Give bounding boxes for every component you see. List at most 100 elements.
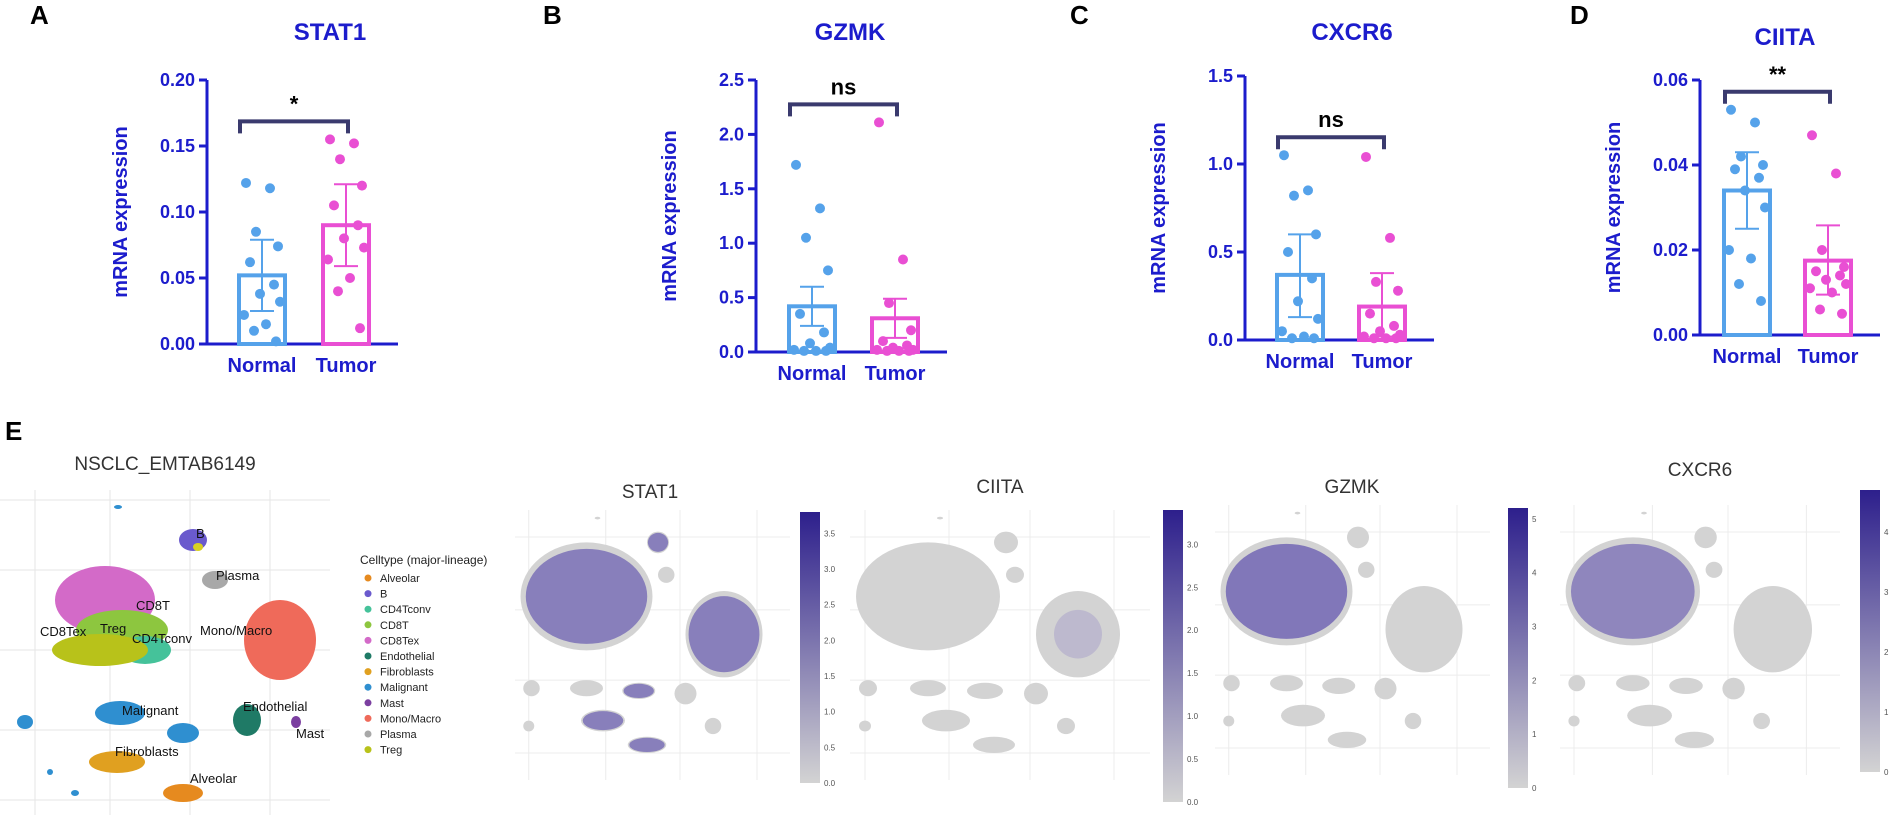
tumor-data-point — [882, 345, 892, 356]
bar-chart-ciita: CIITA mRNA expression 0.00 0.02 0.04 0.06 Norm… — [1603, 24, 1880, 368]
cluster-label-treg: Treg — [100, 621, 126, 636]
tumor-data-point — [335, 154, 345, 165]
chart-title: STAT1 — [294, 19, 366, 46]
feature-plot-ciita: CIITA 0.0 0.5 1.0 1.5 2.0 2.5 3.0 — [850, 477, 1199, 807]
cluster-small-3 — [71, 790, 79, 796]
feature-plot-gzmk: GZMK 0 1 2 3 4 5 — [1215, 477, 1537, 793]
normal-data-point — [1303, 185, 1313, 196]
colorbar-tick-label: 1.5 — [824, 672, 836, 681]
colorbar-tick-label: 3 — [1532, 622, 1537, 631]
significance-bracket — [238, 119, 350, 134]
cluster-malignant — [95, 701, 145, 725]
normal-data-point — [1293, 296, 1303, 307]
panel-letter-e: E — [5, 416, 22, 446]
cell-cluster — [1223, 675, 1240, 692]
cell-cluster — [594, 516, 601, 520]
normal-data-point — [273, 241, 283, 252]
cell-cluster — [1568, 675, 1586, 692]
tumor-data-point — [904, 345, 914, 356]
tumor-data-point — [1821, 274, 1831, 285]
panel-letter-c: C — [1070, 0, 1089, 30]
colorbar-tick-label: 0.0 — [824, 779, 836, 788]
colorbar-tick-label: 1.5 — [1187, 669, 1199, 678]
cell-cluster — [1347, 526, 1369, 549]
normal-data-point — [1746, 253, 1756, 264]
legend-swatch — [364, 574, 372, 582]
cell-cluster — [1322, 677, 1356, 695]
tumor-data-point — [1817, 245, 1827, 255]
legend-title: Celltype (major-lineage) — [360, 553, 487, 567]
cluster-label-cd4tconv: CD4Tconv — [132, 631, 192, 646]
normal-data-point — [795, 308, 805, 319]
normal-data-point — [1734, 279, 1744, 289]
tumor-data-point — [906, 325, 916, 336]
cell-cluster — [994, 531, 1018, 554]
tumor-data-point — [345, 273, 355, 283]
colorbar — [1860, 490, 1880, 772]
y-tick-label: 0.06 — [1653, 70, 1688, 90]
cluster-alveolar — [163, 784, 203, 802]
x-category-label: Normal — [1713, 346, 1782, 368]
legend-label: Malignant — [380, 682, 428, 694]
normal-data-point — [799, 345, 809, 356]
legend-swatch — [364, 683, 372, 691]
significance-bracket — [788, 102, 899, 117]
y-axis-label: mRNA expression — [659, 130, 681, 302]
normal-data-point — [1299, 331, 1309, 342]
legend-label: B — [380, 589, 387, 601]
umap-title: NSCLC_EMTAB6149 — [74, 454, 255, 475]
tumor-data-point — [1365, 308, 1375, 319]
tumor-data-point — [1839, 262, 1849, 272]
cell-cluster — [1674, 731, 1714, 749]
legend-label: Mast — [380, 698, 404, 710]
cluster-endothelial — [233, 704, 261, 736]
chart-title: CIITA — [1755, 24, 1816, 51]
cell-cluster — [973, 736, 1015, 754]
colorbar-tick-label: 2.0 — [824, 636, 836, 645]
legend-swatch — [364, 730, 372, 738]
normal-data-point — [1758, 160, 1768, 170]
cell-cluster — [910, 680, 946, 697]
significance-label: ns — [831, 74, 857, 99]
cluster-plasma — [202, 571, 228, 589]
normal-data-point — [265, 183, 275, 194]
cluster-b-yellow — [193, 543, 203, 551]
cluster-treg — [52, 634, 148, 666]
y-tick-label: 0.0 — [1208, 330, 1233, 350]
cell-cluster — [859, 680, 877, 697]
cluster-mono-macro — [244, 600, 316, 680]
legend-label: Treg — [380, 745, 402, 757]
tumor-data-point — [359, 242, 369, 253]
tumor-data-point — [1827, 287, 1837, 298]
normal-data-point — [275, 296, 285, 307]
cell-cluster — [1694, 526, 1717, 549]
cluster-label-cd8tex: CD8Tex — [40, 624, 87, 639]
x-category-label: Tumor — [316, 355, 377, 377]
expression-hotspot — [1570, 543, 1695, 639]
colorbar-tick-label: 1 — [1884, 708, 1889, 717]
colorbar-tick-label: 1.0 — [1187, 712, 1199, 721]
tumor-data-point — [872, 344, 882, 355]
y-tick-label: 1.0 — [1208, 154, 1233, 174]
normal-data-point — [1283, 247, 1293, 257]
tumor-data-point — [1369, 333, 1379, 344]
x-category-label: Normal — [228, 355, 297, 377]
tumor-data-point — [1375, 326, 1385, 337]
tumor-data-point — [1393, 285, 1403, 296]
feature-plot-cxcr6: CXCR6 0 1 2 3 4 — [1560, 460, 1889, 777]
y-tick-label: 0.00 — [160, 334, 195, 354]
cell-cluster — [674, 682, 697, 705]
tumor-data-point — [1805, 283, 1815, 294]
tumor-data-point — [1811, 266, 1821, 277]
normal-data-point — [801, 232, 811, 243]
y-tick-label: 0.00 — [1653, 325, 1688, 345]
umap-celltype-plot: B Plasma CD8Tex CD8T Treg CD4Tconv Mono/… — [0, 490, 330, 815]
cell-cluster — [856, 542, 1000, 651]
cluster-fibroblasts — [89, 751, 145, 773]
colorbar-tick-label: 3.0 — [824, 565, 836, 574]
x-category-label: Normal — [778, 363, 847, 385]
expression-hotspot — [1225, 543, 1348, 639]
expression-hotspot — [623, 683, 654, 699]
tumor-data-point — [1389, 320, 1399, 331]
